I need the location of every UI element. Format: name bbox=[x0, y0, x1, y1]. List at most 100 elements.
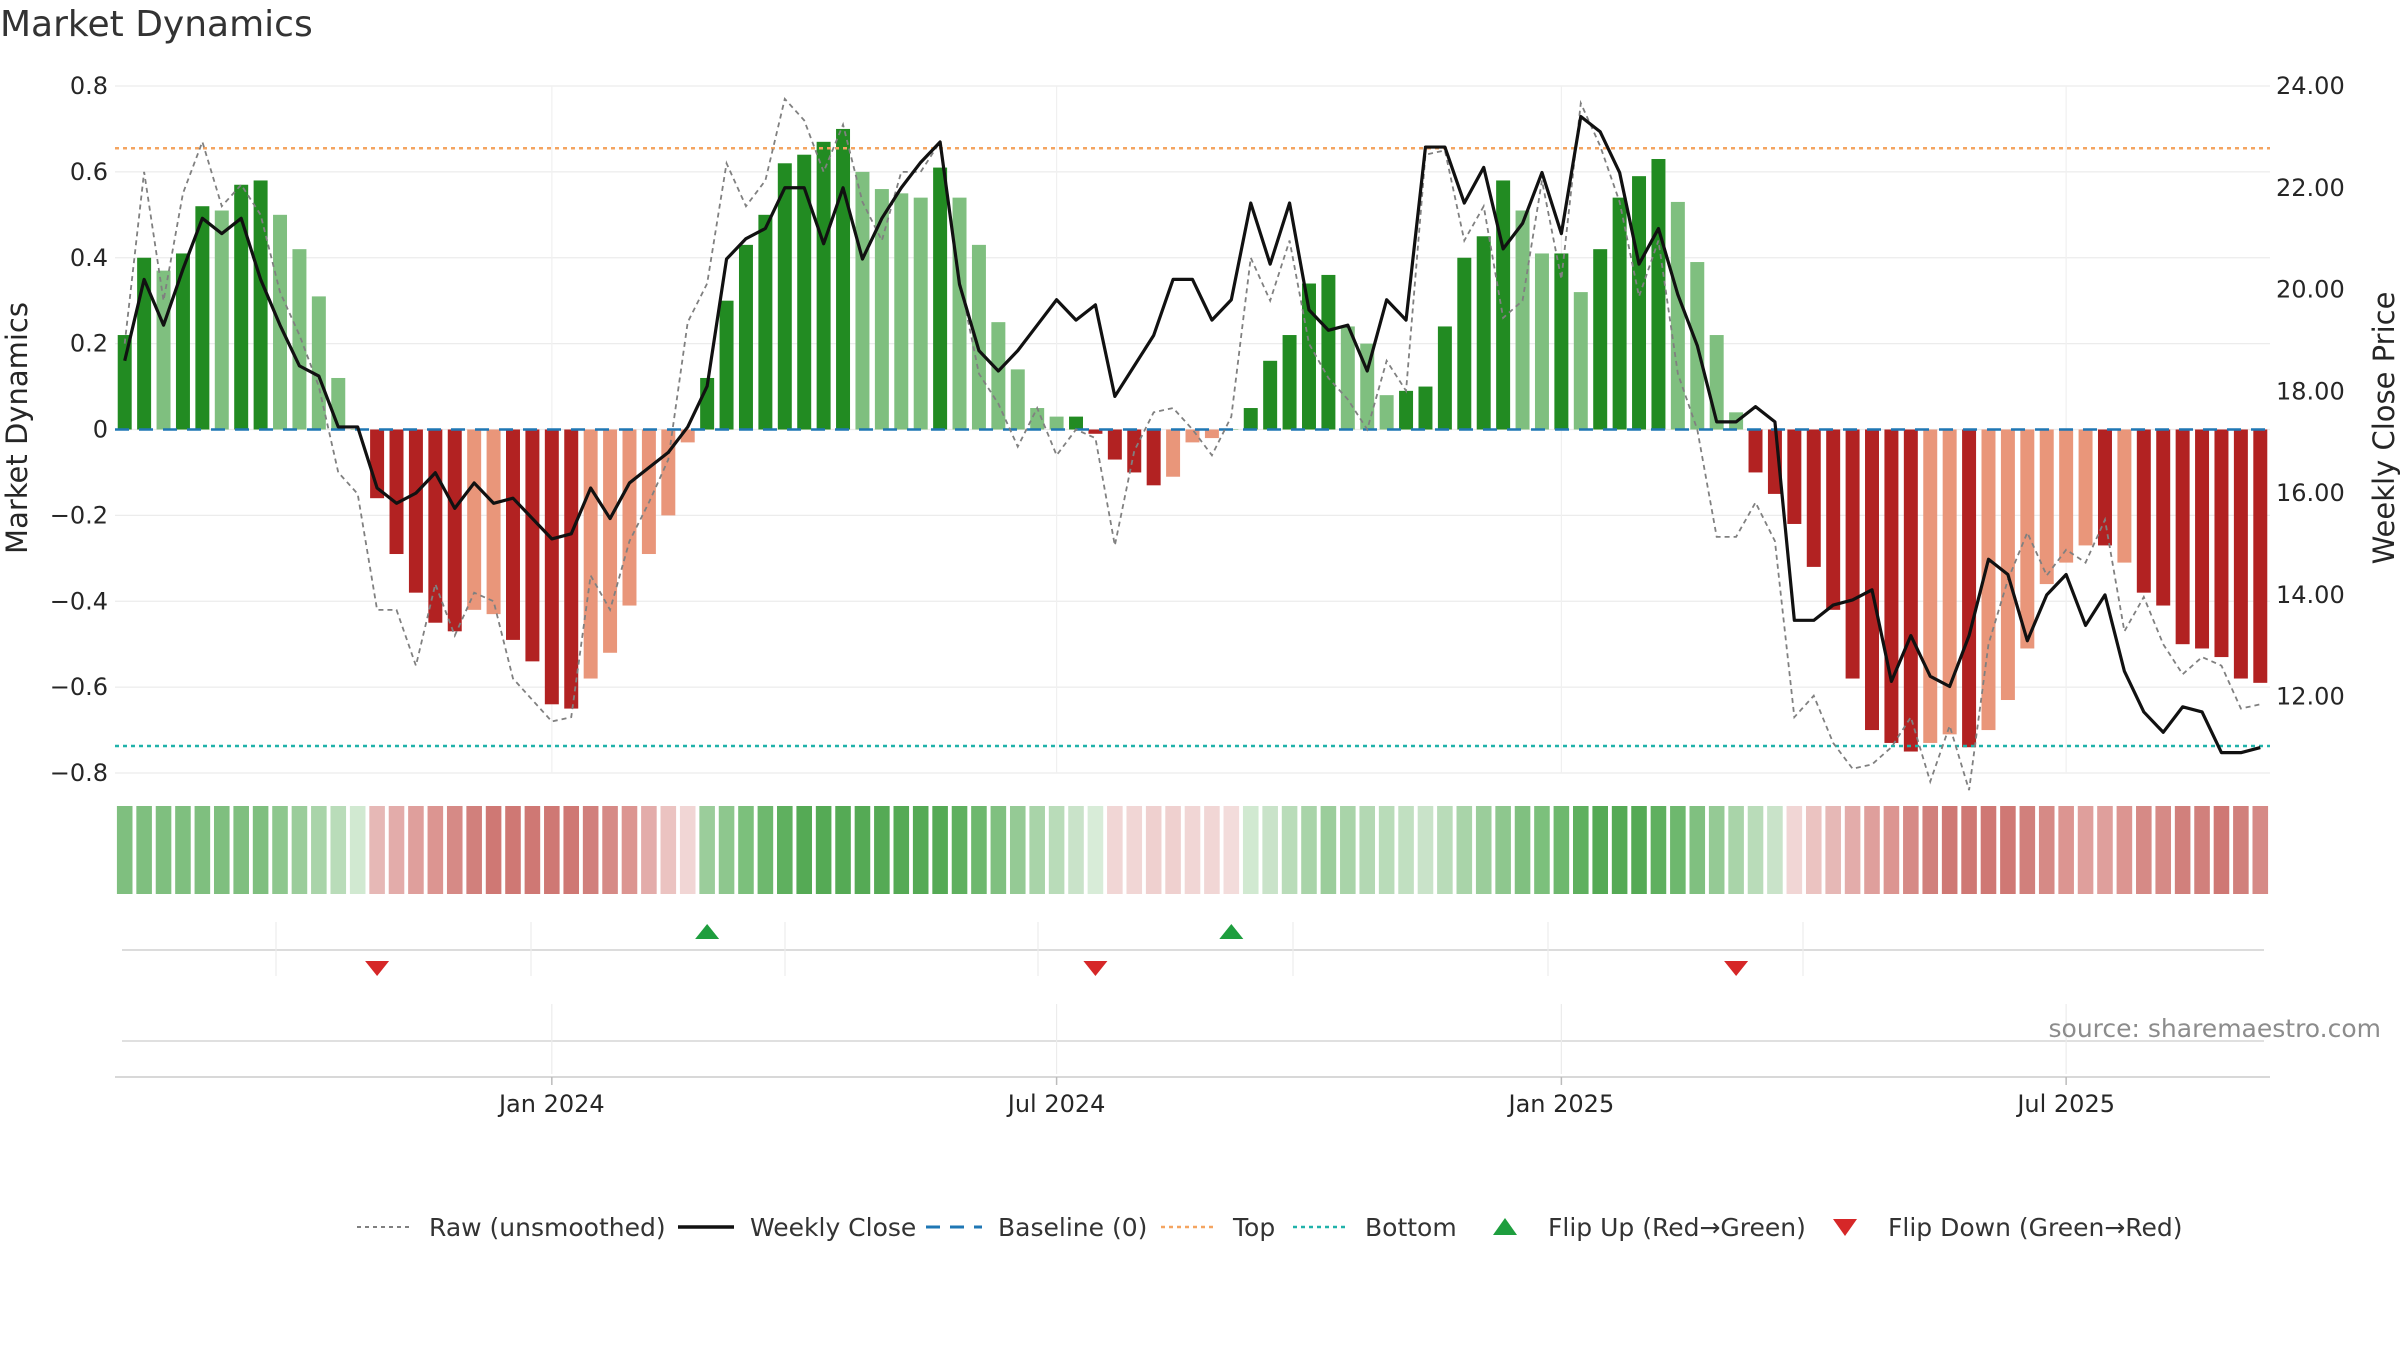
market-dynamics-bar bbox=[1670, 201, 1685, 430]
trend-strip-cell bbox=[1786, 806, 1803, 894]
legend-item-baseline: Baseline (0) bbox=[924, 1204, 1147, 1250]
trend-strip-cell bbox=[1340, 806, 1356, 894]
trend-strip-cell bbox=[1514, 806, 1531, 894]
raw-line bbox=[123, 97, 2261, 791]
chart-title: Market Dynamics bbox=[0, 4, 313, 45]
trend-strip-cell bbox=[155, 806, 172, 894]
legend-label-raw: Raw (unsmoothed) bbox=[429, 1212, 666, 1242]
legend-item-bottom: Bottom bbox=[1291, 1204, 1457, 1250]
market-dynamics-bar bbox=[311, 296, 326, 430]
trend-strip-cell bbox=[2194, 806, 2210, 894]
dotted-line-icon bbox=[1293, 1225, 1349, 1229]
market-dynamics-bar bbox=[2175, 429, 2190, 645]
market-dynamics-bar bbox=[874, 189, 889, 430]
y2-axis-title: Weekly Close Price bbox=[2367, 292, 2400, 565]
market-dynamics-bar bbox=[1806, 429, 1821, 567]
trend-strip-cell bbox=[1301, 806, 1317, 894]
market-dynamics-bar bbox=[525, 429, 540, 662]
trend-strip-cell bbox=[1126, 806, 1143, 894]
market-dynamics-bar bbox=[797, 154, 812, 430]
trend-strip-cell bbox=[1631, 806, 1647, 894]
legend-label-flip-up: Flip Up (Red→Green) bbox=[1548, 1212, 1806, 1242]
trend-strip-cell bbox=[1961, 806, 1977, 894]
trend-strip-cell bbox=[854, 806, 871, 894]
trend-strip-cell bbox=[330, 806, 347, 894]
market-dynamics-bars bbox=[117, 128, 2268, 752]
trend-strip-cell bbox=[971, 806, 987, 894]
trend-strip-cell bbox=[1844, 806, 1861, 894]
trend-strip-cell bbox=[1864, 806, 1880, 894]
market-dynamics-bar bbox=[408, 429, 423, 593]
solid-line-icon bbox=[678, 1225, 734, 1229]
market-dynamics-bar bbox=[1088, 429, 1103, 434]
market-dynamics-bar bbox=[1923, 429, 1938, 743]
trend-strip-cell bbox=[932, 806, 948, 894]
market-dynamics-bar bbox=[1185, 429, 1200, 443]
trend-strip-cell bbox=[1670, 806, 1686, 894]
trend-strip-cell bbox=[1068, 806, 1084, 894]
trend-strip-cell bbox=[1980, 806, 1997, 894]
trend-strip-cell bbox=[2155, 806, 2172, 894]
market-dynamics-bar bbox=[467, 429, 482, 610]
market-dynamics-bar bbox=[855, 171, 870, 430]
trend-strip-cell bbox=[369, 806, 385, 894]
trend-strip-cell bbox=[1941, 806, 1958, 894]
trend-strip-cell bbox=[2058, 806, 2074, 894]
y2-tick-label: 12.00 bbox=[2276, 683, 2345, 711]
legend-label-bottom: Bottom bbox=[1365, 1212, 1457, 1242]
x-tick-label: Jul 2024 bbox=[1006, 1090, 1106, 1118]
market-dynamics-bar bbox=[253, 180, 268, 430]
trend-strip-cell bbox=[2116, 806, 2133, 894]
x-tick-label: Jul 2025 bbox=[2015, 1090, 2115, 1118]
market-dynamics-bar bbox=[2156, 429, 2171, 606]
trend-strip-cell bbox=[912, 806, 929, 894]
flip-down-marker bbox=[1724, 961, 1749, 976]
legend-label-weekly-close: Weekly Close bbox=[750, 1212, 917, 1242]
market-dynamics-bar bbox=[2253, 429, 2268, 683]
market-dynamics-bar bbox=[1554, 253, 1569, 430]
source-label: source: sharemaestro.com bbox=[2048, 1014, 2382, 1043]
legend-item-top: Top bbox=[1159, 1204, 1275, 1250]
market-dynamics-bar bbox=[117, 335, 132, 430]
trend-strip-cell bbox=[893, 806, 910, 894]
market-dynamics-bar bbox=[1457, 257, 1472, 430]
market-dynamics-bar bbox=[933, 167, 948, 430]
trend-strip-cell bbox=[1903, 806, 1919, 894]
market-dynamics-bar bbox=[991, 322, 1006, 430]
market-dynamics-bar bbox=[1515, 210, 1530, 430]
trend-strip-cell bbox=[136, 806, 152, 894]
market-dynamics-bar bbox=[175, 253, 190, 430]
trend-strip-cell bbox=[1320, 806, 1337, 894]
market-dynamics-bar bbox=[1399, 390, 1414, 430]
trend-strip-cell bbox=[427, 806, 444, 894]
trend-strip-cell bbox=[1883, 806, 1900, 894]
market-dynamics-bar bbox=[1437, 326, 1452, 430]
trend-strip-cell bbox=[1417, 806, 1434, 894]
trend-strip-cell bbox=[194, 806, 211, 894]
raw-series bbox=[123, 97, 2261, 791]
market-dynamics-bar bbox=[2039, 429, 2054, 585]
trend-strip-cell bbox=[563, 806, 580, 894]
trend-strip-cell bbox=[738, 806, 754, 894]
dotted-line-icon bbox=[1161, 1225, 1217, 1229]
trend-strip-cell bbox=[505, 806, 521, 894]
market-dynamics-bar bbox=[1107, 429, 1122, 460]
weekly-close-line bbox=[123, 114, 2261, 755]
trend-strip-cell bbox=[1184, 806, 1201, 894]
triangle-down-icon bbox=[1833, 1219, 1857, 1236]
bottom-panel bbox=[122, 1004, 2264, 1074]
trend-strip-cell bbox=[815, 806, 832, 894]
flip-up-marker bbox=[695, 924, 720, 939]
legend-label-baseline: Baseline (0) bbox=[998, 1212, 1148, 1242]
y-axis-title: Market Dynamics bbox=[0, 302, 34, 554]
trend-strip-cell bbox=[1689, 806, 1706, 894]
market-dynamics-bar bbox=[544, 429, 559, 705]
trend-strip-cell bbox=[641, 806, 657, 894]
trend-strip-cell bbox=[1107, 806, 1123, 894]
market-dynamics-bar bbox=[1340, 326, 1355, 430]
trend-strip-cell bbox=[1592, 806, 1608, 894]
trend-strip-cell bbox=[1048, 806, 1065, 894]
market-dynamics-bar bbox=[1476, 236, 1491, 430]
trend-strip-cell bbox=[1534, 806, 1550, 894]
trend-strip-cell bbox=[446, 806, 463, 894]
